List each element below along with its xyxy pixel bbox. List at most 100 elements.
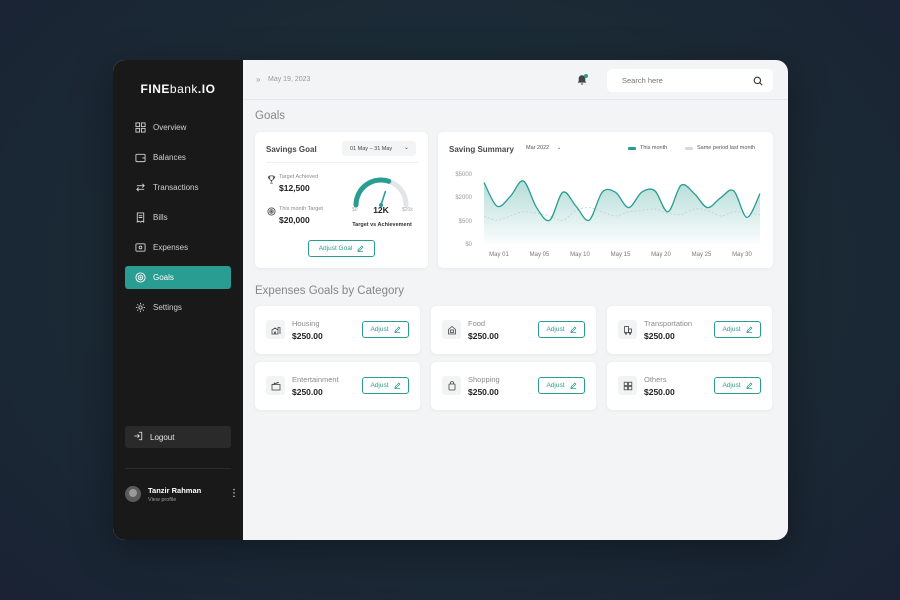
pencil-icon [745, 326, 752, 333]
month-select[interactable]: Mar 2022 ⌄ [526, 145, 561, 151]
pencil-icon [393, 326, 400, 333]
adjust-label: Adjust [722, 382, 741, 389]
avatar [125, 486, 141, 502]
sidebar-item-label: Settings [153, 303, 182, 312]
category-amount: $250.00 [468, 331, 499, 341]
series-line-this-month [483, 180, 761, 222]
category-name: Entertainment [292, 375, 339, 384]
x-tick-label: May 25 [692, 252, 712, 258]
brand-logo[interactable]: FINEbank.IO [113, 82, 243, 96]
category-name: Shopping [468, 375, 500, 384]
adjust-button[interactable]: Adjust [538, 321, 585, 338]
more-options-icon[interactable]: ⋮ [229, 488, 239, 499]
brand-suffix: .IO [197, 82, 216, 96]
logout-button[interactable]: Logout [125, 426, 231, 448]
house-icon [266, 320, 285, 339]
grid-icon [134, 122, 146, 134]
series-line-last-month [483, 207, 761, 221]
sidebar-item-label: Balances [153, 153, 186, 162]
sidebar-item-bills[interactable]: Bills [125, 206, 231, 229]
adjust-label: Adjust [546, 382, 565, 389]
expand-sidebar-icon[interactable]: » [256, 75, 261, 84]
y-tick-label: $2000 [455, 195, 472, 201]
sidebar-item-transactions[interactable]: Transactions [125, 176, 231, 199]
user-profile[interactable]: Tanzir Rahman View profile ⋮ [125, 483, 239, 505]
category-amount: $250.00 [468, 387, 499, 397]
app-window: FINEbank.IO Overview Balances Transactio… [113, 60, 788, 540]
month-target-stat: This month Target $20,000 [267, 206, 323, 225]
x-tick-label: May 01 [489, 252, 509, 258]
saving-summary-chart: $5000 $2000 $500 $0 May 01 May 05 May 10 May 15… [455, 172, 761, 258]
pencil-icon [745, 382, 752, 389]
savings-goal-card: Savings Goal 01 May – 31 May ⌄ Target Ac… [255, 132, 428, 268]
sidebar-item-label: Bills [153, 213, 168, 222]
category-card-transportation: Transportation $250.00 Adjust [607, 306, 772, 354]
category-amount: $250.00 [292, 331, 323, 341]
sidebar-item-overview[interactable]: Overview [125, 116, 231, 139]
sidebar-item-settings[interactable]: Settings [125, 296, 231, 319]
sidebar-item-label: Transactions [153, 183, 199, 192]
adjust-button[interactable]: Adjust [362, 321, 409, 338]
legend-swatch [685, 146, 693, 150]
target-achieved-stat: Target Achieved $12,500 [267, 174, 318, 193]
category-name: Food [468, 319, 486, 328]
y-tick-label: $5000 [455, 172, 472, 178]
legend-last-month: Same period last month [685, 145, 755, 151]
shopping-bag-icon [442, 376, 461, 395]
x-tick-label: May 10 [570, 252, 590, 258]
legend-this-month: This month [628, 145, 667, 151]
search-icon[interactable] [753, 76, 763, 86]
target-icon [134, 272, 146, 284]
gauge-needle [380, 190, 387, 206]
saving-summary-card: Saving Summary Mar 2022 ⌄ This month Sam… [438, 132, 773, 268]
wallet-icon [134, 152, 146, 164]
date-range-value: 01 May – 31 May [350, 145, 393, 152]
sidebar-item-goals[interactable]: Goals [125, 266, 231, 289]
sidebar-item-balances[interactable]: Balances [125, 146, 231, 169]
gear-icon [134, 302, 146, 314]
sidebar: FINEbank.IO Overview Balances Transactio… [113, 60, 243, 540]
category-amount: $250.00 [292, 387, 323, 397]
adjust-button[interactable]: Adjust [362, 377, 409, 394]
notification-dot [584, 74, 588, 78]
gauge-max-label: $20k [402, 207, 413, 213]
category-card-food: Food $250.00 Adjust [431, 306, 596, 354]
month-value: Mar 2022 [526, 145, 550, 151]
search-bar [607, 69, 773, 92]
date-range-select[interactable]: 01 May – 31 May ⌄ [342, 141, 416, 156]
y-tick-label: $500 [459, 219, 473, 225]
clapper-icon [266, 376, 285, 395]
gauge-track [353, 177, 409, 208]
adjust-goal-button[interactable]: Adjust Goal [308, 240, 375, 257]
legend-label: Same period last month [697, 145, 756, 151]
savings-goal-title: Savings Goal [266, 145, 317, 154]
view-profile-link[interactable]: View profile [148, 496, 177, 503]
adjust-label: Adjust [370, 382, 389, 389]
logout-label: Logout [150, 432, 175, 442]
search-input[interactable] [622, 76, 753, 85]
adjust-label: Adjust [722, 326, 741, 333]
card-divider [266, 162, 418, 163]
legend-swatch [628, 146, 636, 150]
category-card-housing: Housing $250.00 Adjust [255, 306, 420, 354]
adjust-label: Adjust [546, 326, 565, 333]
pencil-icon [357, 245, 364, 252]
adjust-button[interactable]: Adjust [714, 377, 761, 394]
adjust-button[interactable]: Adjust [538, 377, 585, 394]
expense-icon [134, 242, 146, 254]
page-title: Goals [255, 110, 286, 122]
pencil-icon [569, 382, 576, 389]
trophy-icon [267, 175, 276, 184]
gauge-value: 12K [373, 205, 389, 215]
month-target-value: $20,000 [279, 215, 310, 225]
sidebar-item-expenses[interactable]: Expenses [125, 236, 231, 259]
month-target-label: This month Target [279, 206, 323, 212]
main-content: » May 19, 2023 Goals Savings Goal 01 May… [243, 60, 788, 540]
adjust-label: Adjust [370, 326, 389, 333]
gauge-pivot [379, 203, 383, 207]
gauge-min-label: $0 [352, 207, 358, 213]
current-date: May 19, 2023 [268, 76, 311, 83]
adjust-goal-label: Adjust Goal [318, 245, 353, 252]
category-card-shopping: Shopping $250.00 Adjust [431, 362, 596, 410]
adjust-button[interactable]: Adjust [714, 321, 761, 338]
